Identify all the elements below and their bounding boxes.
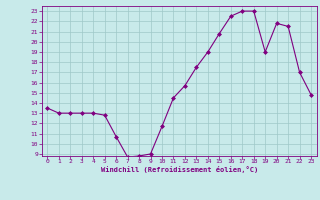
X-axis label: Windchill (Refroidissement éolien,°C): Windchill (Refroidissement éolien,°C) bbox=[100, 166, 258, 173]
